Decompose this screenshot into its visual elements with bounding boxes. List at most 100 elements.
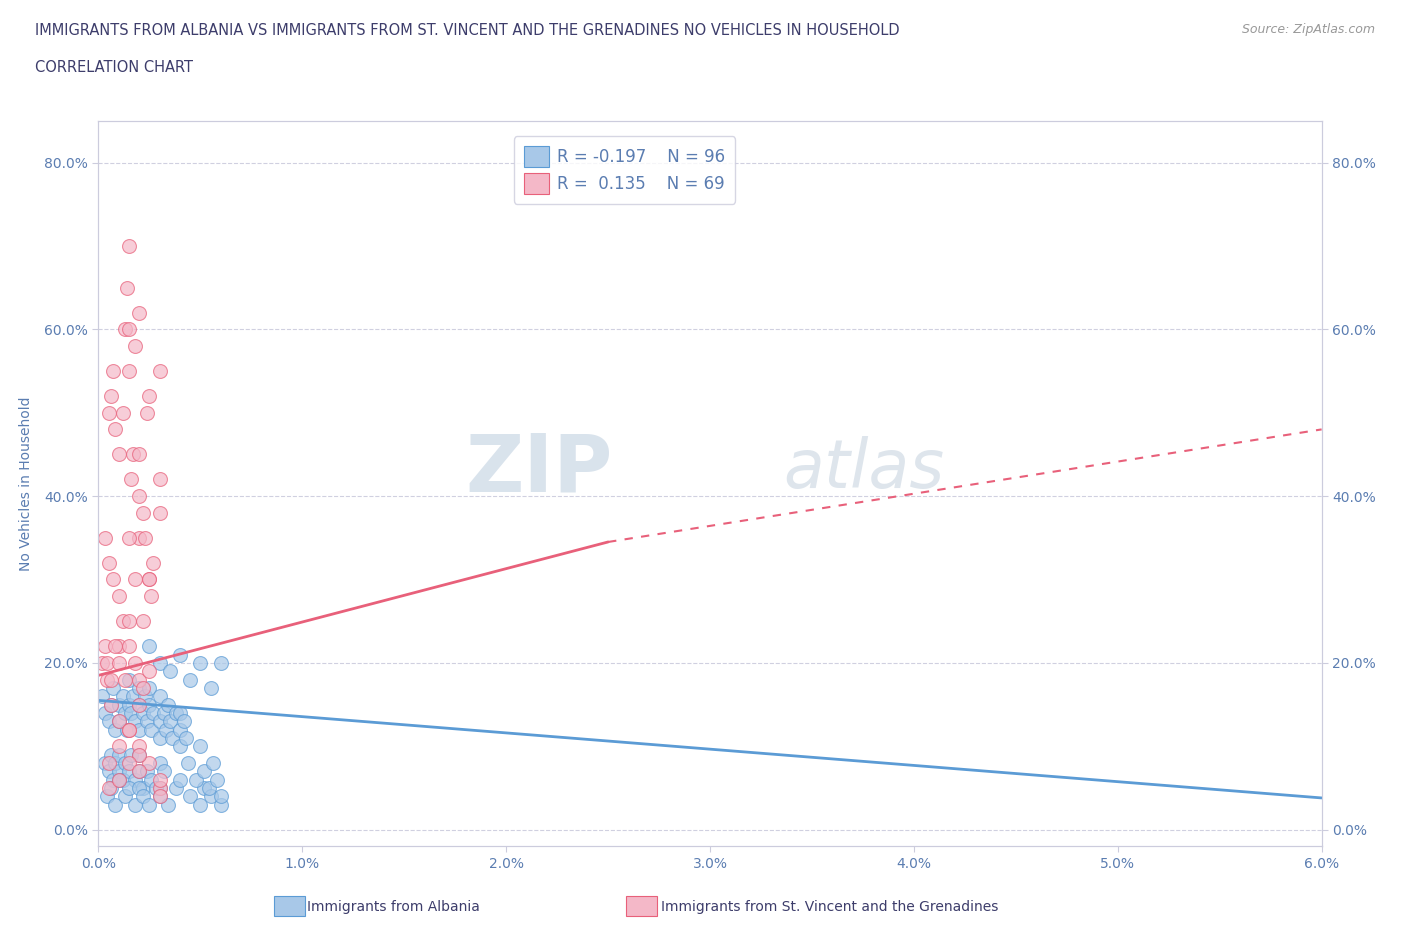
- Point: [108, 714, 131, 729]
- Point: [104, 422, 127, 437]
- Point: [179, 672, 201, 687]
- Point: [134, 530, 156, 545]
- Point: [152, 706, 174, 721]
- Point: [104, 639, 127, 654]
- Point: [96, 672, 118, 687]
- Point: [188, 738, 212, 753]
- Point: [149, 789, 172, 804]
- Point: [100, 389, 122, 404]
- Point: [177, 755, 200, 770]
- Point: [108, 738, 131, 753]
- Point: [149, 656, 172, 671]
- Point: [149, 505, 172, 520]
- Bar: [274, 896, 305, 916]
- Point: [93, 530, 115, 545]
- Point: [108, 747, 131, 762]
- Point: [128, 722, 150, 737]
- Point: [132, 614, 155, 629]
- Point: [149, 730, 172, 745]
- Point: [96, 656, 118, 671]
- Point: [128, 738, 150, 753]
- Point: [142, 555, 165, 570]
- Point: [118, 698, 141, 712]
- Point: [138, 681, 160, 696]
- Point: [108, 589, 131, 604]
- Point: [108, 772, 131, 787]
- Point: [149, 689, 172, 704]
- Point: [108, 447, 131, 462]
- Point: [169, 706, 191, 721]
- Point: [124, 656, 146, 671]
- Text: ZIP: ZIP: [465, 430, 612, 508]
- Point: [108, 639, 131, 654]
- Point: [141, 722, 163, 737]
- Point: [100, 780, 122, 795]
- Point: [101, 364, 124, 379]
- Point: [120, 706, 142, 721]
- Point: [159, 714, 181, 729]
- Point: [118, 672, 141, 687]
- Point: [209, 656, 232, 671]
- Point: [149, 714, 172, 729]
- Point: [122, 447, 145, 462]
- Point: [91, 656, 114, 671]
- Point: [128, 488, 150, 503]
- Point: [169, 738, 191, 753]
- Point: [128, 764, 150, 778]
- Point: [100, 672, 122, 687]
- Point: [118, 722, 141, 737]
- Point: [100, 747, 122, 762]
- Point: [124, 714, 146, 729]
- Point: [149, 780, 172, 795]
- Point: [91, 689, 114, 704]
- Point: [93, 706, 115, 721]
- Point: [145, 780, 167, 795]
- Point: [111, 614, 134, 629]
- Text: atlas: atlas: [783, 436, 945, 502]
- Point: [132, 505, 155, 520]
- Point: [93, 755, 115, 770]
- Point: [97, 764, 120, 778]
- Point: [100, 698, 122, 712]
- Point: [149, 789, 172, 804]
- Point: [165, 706, 187, 721]
- Point: [96, 789, 118, 804]
- Point: [128, 764, 150, 778]
- Point: [138, 572, 160, 587]
- Point: [138, 389, 160, 404]
- Point: [128, 305, 150, 320]
- Point: [101, 681, 124, 696]
- Point: [128, 780, 150, 795]
- Point: [118, 614, 141, 629]
- Point: [165, 780, 187, 795]
- Point: [156, 797, 179, 812]
- Point: [118, 722, 141, 737]
- Point: [149, 772, 172, 787]
- Point: [120, 747, 142, 762]
- Point: [138, 755, 160, 770]
- Point: [136, 764, 159, 778]
- Text: Immigrants from Albania: Immigrants from Albania: [308, 899, 479, 914]
- Point: [152, 764, 174, 778]
- Point: [111, 405, 134, 420]
- Point: [120, 472, 142, 487]
- Point: [118, 530, 141, 545]
- Point: [155, 722, 177, 737]
- Point: [149, 780, 172, 795]
- Point: [138, 797, 160, 812]
- Point: [169, 647, 191, 662]
- Point: [132, 706, 155, 721]
- Point: [142, 706, 165, 721]
- Point: [100, 698, 122, 712]
- Point: [111, 689, 134, 704]
- Point: [111, 772, 134, 787]
- Point: [188, 656, 212, 671]
- Point: [118, 639, 141, 654]
- Point: [134, 689, 156, 704]
- Point: [128, 747, 150, 762]
- Point: [138, 664, 160, 679]
- Point: [118, 764, 141, 778]
- Point: [104, 722, 127, 737]
- Point: [128, 681, 150, 696]
- Point: [104, 797, 127, 812]
